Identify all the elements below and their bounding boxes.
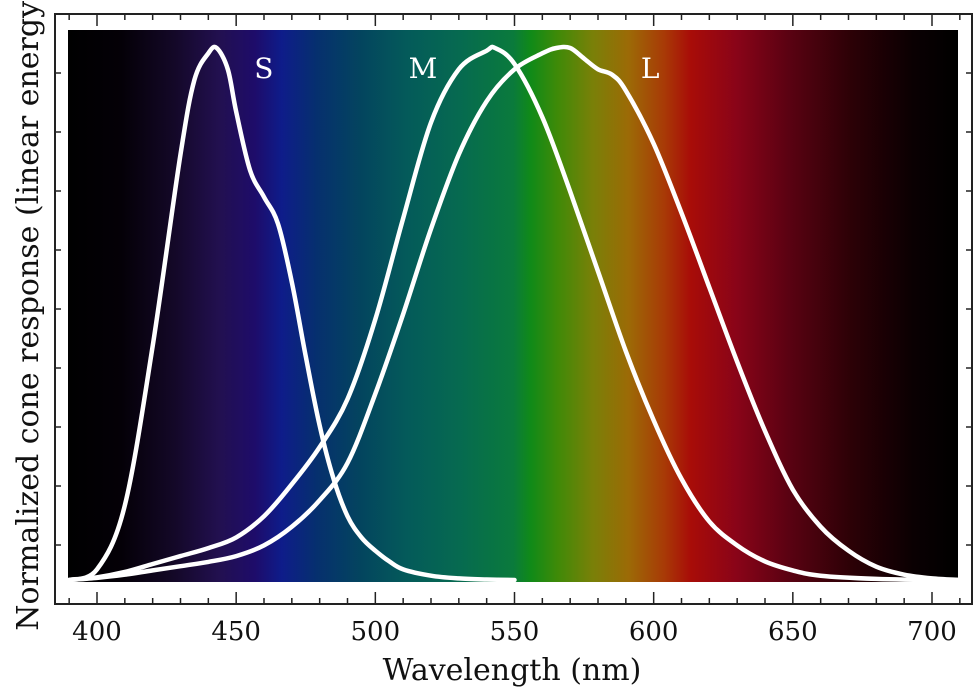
- series-group: [66, 44, 963, 583]
- series-label-l: L: [641, 52, 660, 85]
- y-axis-title: Normalized cone response (linear energy): [11, 0, 46, 631]
- x-tick-label: 600: [629, 617, 679, 647]
- series-label-m: M: [409, 52, 438, 85]
- spectrum-background: [68, 30, 958, 582]
- x-tick-label: 500: [351, 617, 401, 647]
- x-tick-label: 550: [490, 617, 540, 647]
- x-tick-label: 700: [907, 617, 957, 647]
- series-line-l: [66, 44, 963, 583]
- x-axis-ticks: [55, 13, 972, 605]
- x-tick-label: 650: [768, 617, 818, 647]
- x-axis-tick-labels: 400 450 500 550 600 650 700: [72, 617, 957, 647]
- series-label-s: S: [254, 52, 273, 85]
- x-axis-title: Wavelength (nm): [383, 653, 642, 688]
- x-tick-label: 450: [211, 617, 261, 647]
- x-tick-label: 400: [72, 617, 122, 647]
- series-line-m: [66, 44, 963, 583]
- series-line-s: [66, 44, 517, 583]
